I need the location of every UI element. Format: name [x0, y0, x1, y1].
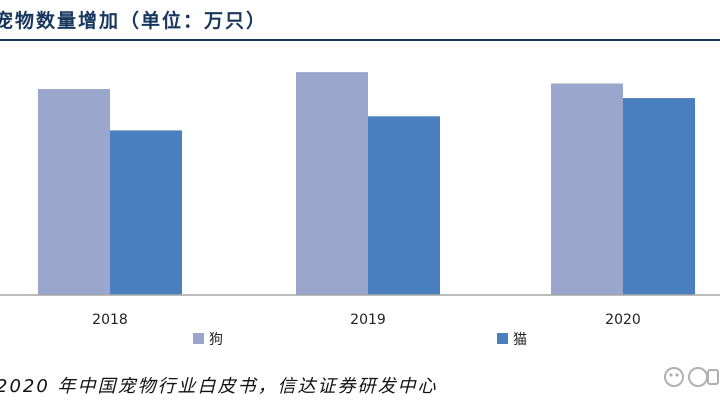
legend-label-猫: 猫: [513, 332, 527, 348]
bar-猫-2020: [623, 98, 695, 295]
bar-狗-2020: [551, 83, 623, 295]
x-tick-label: 2020: [605, 312, 641, 328]
source-note: 2020 年中国宠物行业白皮书，信达证券研发中心: [0, 376, 438, 397]
legend-swatch-猫: [497, 333, 508, 344]
bar-狗-2019: [296, 72, 368, 295]
x-tick-label: 2018: [92, 312, 128, 328]
legend-swatch-狗: [193, 333, 204, 344]
legend-label-狗: 狗: [209, 332, 223, 348]
bar-猫-2019: [368, 116, 440, 296]
watermark-logo-icon: [664, 367, 719, 387]
bars-group: [38, 72, 695, 296]
x-tick-label: 2019: [350, 312, 386, 328]
title-divider: [0, 39, 720, 41]
x-tick-labels: 2018 2019 2020: [92, 312, 641, 328]
bar-狗-2018: [38, 89, 110, 295]
bar-猫-2018: [110, 130, 182, 295]
chart-title: 宠物数量增加（单位：万只）: [0, 10, 268, 32]
bar-chart: 2018 2019 2020 狗猫: [0, 72, 720, 348]
legend: 狗猫: [193, 332, 527, 348]
